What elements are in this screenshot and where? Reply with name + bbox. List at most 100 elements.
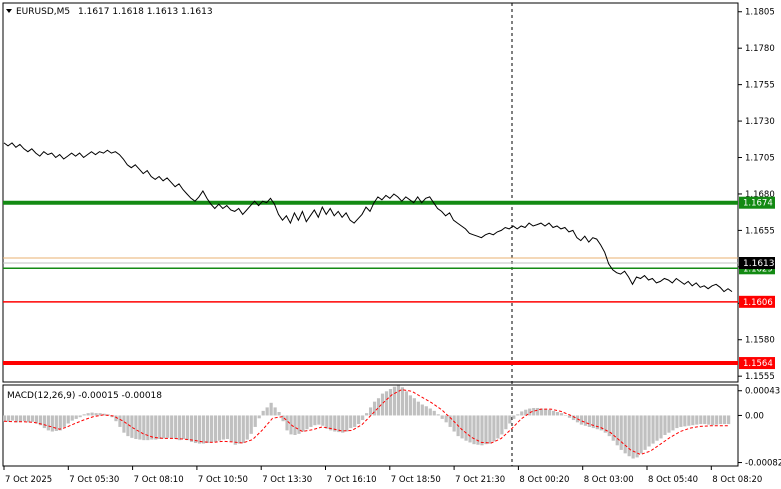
dropdown-triangle-icon[interactable] [6,9,12,13]
macd-histogram-bar [647,415,651,447]
macd-histogram-bar [122,415,126,433]
macd-histogram-bar [448,415,452,427]
macd-histogram-bar [309,415,313,427]
symbol-label: EURUSD,M5 [16,7,70,17]
macd-histogram-bar [150,415,154,440]
macd-panel[interactable]: MACD(12,26,9) -0.00015 -0.00018 0.000430… [2,384,781,469]
macd-histogram-bar [146,415,150,441]
level-price-box [739,357,775,370]
macd-histogram-bar [599,415,603,431]
macd-histogram-bar [285,415,289,431]
macd-histogram-bar [555,412,560,416]
macd-histogram-bar [361,415,365,421]
chart-header: EURUSD,M5 1.1617 1.1618 1.1613 1.1613 [6,7,213,17]
macd-histogram-bar [261,410,265,416]
macd-histogram-bar [424,406,428,416]
macd-histogram-bar [623,415,627,454]
macd-histogram-bar [396,385,401,416]
time-tick-label: 8 Oct 08:20 [712,475,762,485]
macd-histogram-bar [365,413,369,416]
macd-histogram-bar [372,401,377,416]
macd-histogram-bar [480,415,484,446]
macd-histogram-bar [695,415,699,425]
macd-histogram-bar [10,415,15,421]
macd-histogram-bar [225,415,229,439]
price-line-series [3,142,733,293]
macd-histogram-bar [42,415,46,429]
macd-histogram-bar [289,415,293,435]
macd-histogram-bar [595,415,599,430]
macd-histogram-bar [241,415,245,444]
macd-histogram-bar [62,415,66,427]
price-tick-label: 1.1780 [745,44,775,54]
price-tick-label: 1.1705 [745,154,775,164]
current-price-tag: 1.1613 [739,257,775,269]
macd-histogram-bar [715,415,719,425]
macd-histogram-bar [118,415,122,427]
macd-histogram-bar [345,415,349,432]
macd-histogram-bar [353,415,357,427]
macd-histogram-bar [201,415,206,444]
macd-histogram-bar [524,409,528,416]
price-tick-label: 1.1655 [745,226,775,236]
macd-histogram-bar [468,415,472,443]
price-tick-label: 1.1730 [745,117,775,127]
macd-histogram-bar [217,415,222,441]
horizontal-levels[interactable]: 1.1674 1.1629 1.1606 1.1564 [3,196,775,370]
macd-histogram-bar [154,415,158,440]
macd-histogram-bar [488,415,492,444]
macd-histogram-bar [516,414,520,416]
macd-histogram-bar [548,409,552,416]
macd-histogram-bar [440,415,444,419]
macd-histogram-bar [532,407,536,416]
macd-histogram-bar [484,415,488,445]
macd-histogram-bar [432,410,436,416]
level-price-box [739,295,775,308]
macd-histogram-bar [643,415,647,450]
macd-histogram-bar [185,415,190,441]
macd-histogram-bar [392,386,397,416]
macd-histogram-bar [551,410,556,416]
macd-axis: 0.00043 0.00 -0.00082 [738,387,781,469]
price-panel-frame [2,2,739,383]
macd-histogram-bar [301,415,305,432]
macd-histogram-bar [687,415,691,426]
macd-histogram-bar [90,412,94,416]
macd-histogram-bar [249,415,253,434]
macd-histogram-bar [245,415,249,440]
macd-histogram-bar [452,415,456,432]
macd-histogram-bar [655,415,659,441]
current-price-label: 1.1613 [743,259,775,269]
price-tick-label: 1.1580 [745,336,775,346]
price-tick-label: 1.1805 [745,8,775,18]
macd-histogram-bar [321,415,325,426]
macd-histogram-bar [492,415,496,442]
macd-histogram-bar [102,413,106,416]
macd-histogram-bar [50,415,54,432]
macd-histogram-bar [22,415,27,422]
macd-histogram-bar [66,415,70,424]
macd-histogram-bar [671,415,675,431]
macd-histogram-bar [707,415,711,425]
macd-histogram-bar [376,398,381,416]
macd-histogram-bar [178,415,182,441]
macd-histogram-bar [82,414,86,416]
macd-histogram-bar [6,415,11,422]
macd-histogram-bar [54,415,58,431]
macd-histogram-bar [579,415,584,425]
macd-histogram-bar [388,389,393,416]
time-tick-label: 7 Oct 21:30 [455,475,505,485]
macd-histogram-bar [520,411,524,416]
macd-histogram-bar [703,415,707,425]
price-panel[interactable]: 1.18051.17801.17551.17301.17051.16801.16… [2,2,775,466]
macd-histogram-bar [253,415,257,427]
level-price-label: 1.1606 [743,298,773,308]
macd-histogram-bar [400,387,405,416]
macd-histogram-bar [58,415,62,431]
macd-histogram-bar [106,414,110,416]
time-tick-label: 7 Oct 10:50 [198,475,248,485]
macd-histogram-bar [269,402,273,416]
macd-histogram-bar [257,415,261,419]
macd-panel-frame [2,384,739,467]
